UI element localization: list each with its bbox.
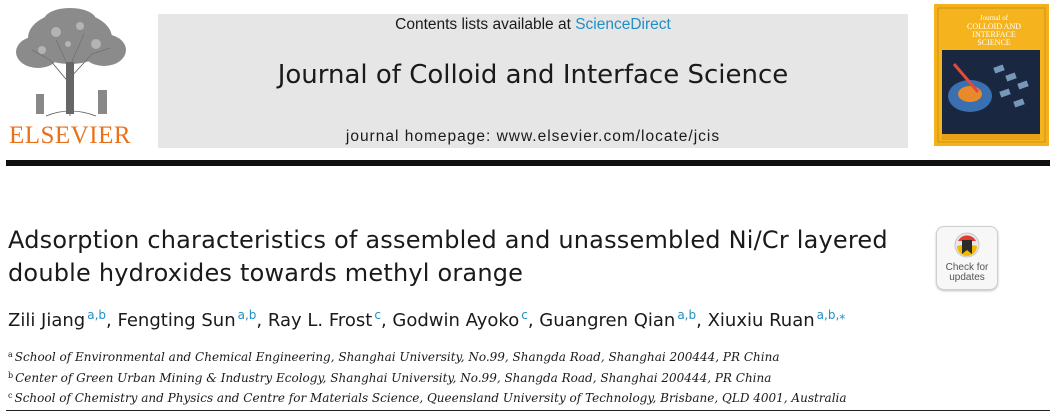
cover-title-line2: COLLOID AND — [967, 22, 1021, 31]
affiliation-mark: c — [8, 391, 13, 400]
author-separator: , — [527, 310, 540, 331]
author-name: Fengting Sun — [117, 310, 236, 331]
badge-line1: Check for — [945, 262, 989, 273]
journal-homepage[interactable]: journal homepage: www.elsevier.com/locat… — [345, 128, 721, 145]
affiliation-text: School of Chemistry and Physics and Cent… — [14, 391, 847, 405]
author[interactable]: Guangren Qian a,b — [539, 308, 697, 331]
cover-title-line3: INTERFACE — [972, 30, 1016, 39]
section-rule — [6, 410, 1050, 411]
affiliation-mark: b — [8, 370, 14, 380]
affiliation-mark: a — [8, 350, 13, 359]
journal-title: Journal of Colloid and Interface Science — [277, 60, 789, 90]
author[interactable]: Godwin Ayoko c — [392, 308, 528, 331]
author-name: Xiuxiu Ruan — [707, 310, 815, 331]
cover-title-line1: Journal of — [980, 14, 1009, 22]
author-separator: , — [380, 310, 393, 331]
contents-prefix: Contents lists available at — [395, 16, 576, 33]
affiliation-list: a School of Environmental and Chemical En… — [8, 346, 1048, 408]
author[interactable]: Ray L. Frost c — [267, 308, 381, 331]
affiliation-item: b Center of Green Urban Mining & Industry… — [8, 367, 1048, 388]
author[interactable]: Xiuxiu Ruan a,b,⁎ — [707, 308, 846, 331]
author-name: Ray L. Frost — [267, 310, 373, 331]
elsevier-tree-logo[interactable] — [6, 4, 134, 152]
author-separator: , — [696, 310, 708, 331]
affiliation-item: a School of Environmental and Chemical En… — [8, 346, 1048, 367]
publisher-name: ELSEVIER — [8, 122, 132, 149]
author-name: Guangren Qian — [539, 310, 676, 331]
contents-line: Contents lists available at ScienceDirec… — [158, 16, 908, 34]
author-affiliation-mark[interactable]: a,b — [677, 308, 697, 322]
affiliation-text: School of Environmental and Chemical Eng… — [14, 350, 780, 364]
header-rule — [6, 160, 1050, 166]
journal-cover-image[interactable]: Journal of COLLOID AND INTERFACE SCIENCE — [934, 4, 1049, 146]
author-name: Godwin Ayoko — [392, 310, 520, 331]
author-separator: , — [256, 310, 268, 331]
journal-header: Contents lists available at ScienceDirec… — [158, 14, 908, 148]
author-separator: , — [106, 310, 118, 331]
author[interactable]: Fengting Sun a,b — [117, 308, 257, 331]
check-for-updates-button[interactable]: Check for updates — [936, 226, 998, 290]
author-affiliation-mark[interactable]: c — [521, 308, 528, 322]
author-affiliation-mark[interactable]: a,b,⁎ — [816, 308, 846, 322]
author[interactable]: Zili Jiang a,b — [8, 308, 107, 331]
author-affiliation-mark[interactable]: a,b — [237, 308, 257, 322]
affiliation-text: Center of Green Urban Mining & Industry … — [15, 370, 772, 385]
badge-line2: updates — [949, 272, 985, 283]
sciencedirect-link[interactable]: ScienceDirect — [575, 16, 671, 33]
author-list: Zili Jiang a,b, Fengting Sun a,b, Ray L. F… — [8, 308, 1048, 331]
author-name: Zili Jiang — [8, 310, 86, 331]
author-affiliation-mark[interactable]: c — [374, 308, 381, 322]
article-title: Adsorption characteristics of assembled … — [8, 226, 888, 287]
check-for-updates-icon — [954, 232, 980, 258]
author-affiliation-mark[interactable]: a,b — [87, 308, 107, 322]
affiliation-item: c School of Chemistry and Physics and Cen… — [8, 387, 1048, 408]
cover-title-line4: SCIENCE — [977, 38, 1010, 47]
